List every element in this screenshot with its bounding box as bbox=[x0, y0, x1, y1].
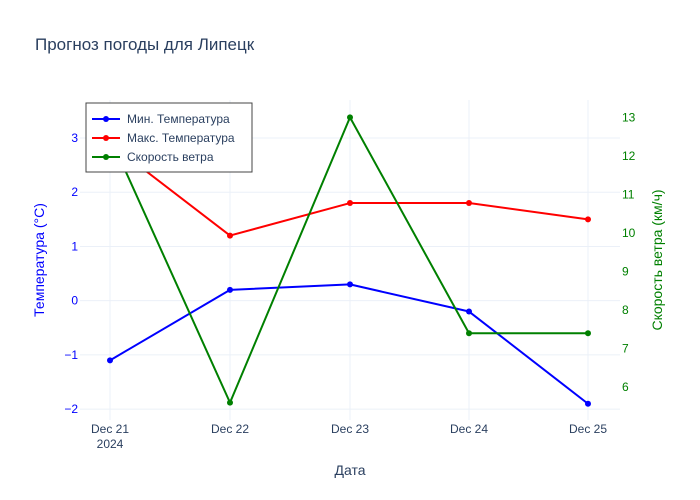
y2-axis-title: Скорость ветра (км/ч) bbox=[649, 189, 665, 330]
y2-tick-label: 8 bbox=[622, 303, 629, 317]
y-tick-label: −2 bbox=[64, 402, 78, 416]
x-tick-label: Dec 21 bbox=[91, 422, 129, 436]
y-tick-label: 3 bbox=[71, 131, 78, 145]
y2-tick-label: 12 bbox=[622, 149, 636, 163]
data-point-wind[interactable] bbox=[466, 330, 472, 337]
legend-label-max-temp: Макс. Температура bbox=[127, 131, 235, 145]
legend-item-wind[interactable]: Скорость ветра bbox=[92, 150, 214, 164]
y2-tick-label: 13 bbox=[622, 110, 636, 124]
legend: Мин. Температура Макс. Температура Скоро… bbox=[85, 102, 253, 173]
x-tick-label: Dec 23 bbox=[331, 422, 369, 436]
legend-item-max-temp[interactable]: Макс. Температура bbox=[92, 131, 235, 145]
legend-item-min-temp[interactable]: Мин. Температура bbox=[92, 112, 230, 126]
series-line-min-temp bbox=[109, 283, 589, 405]
x-tick-year-label: 2024 bbox=[97, 437, 124, 451]
data-point-min-temp[interactable] bbox=[466, 308, 472, 315]
data-point-max-temp[interactable] bbox=[227, 232, 233, 239]
data-point-wind[interactable] bbox=[347, 114, 353, 121]
data-point-max-temp[interactable] bbox=[347, 200, 353, 207]
data-point-min-temp[interactable] bbox=[347, 281, 353, 288]
legend-marker-max-temp bbox=[103, 135, 109, 141]
data-point-min-temp[interactable] bbox=[227, 286, 233, 293]
data-point-max-temp[interactable] bbox=[466, 200, 472, 207]
y2-tick-label: 9 bbox=[622, 265, 629, 279]
y-tick-label: 1 bbox=[71, 239, 78, 253]
y-tick-label: 0 bbox=[71, 294, 78, 308]
legend-marker-wind bbox=[103, 154, 109, 160]
y-tick-label: 2 bbox=[71, 185, 78, 199]
x-axis-title: Дата bbox=[334, 462, 365, 478]
data-point-max-temp[interactable] bbox=[585, 216, 591, 223]
chart-title: Прогноз погоды для Липецк bbox=[35, 35, 255, 54]
data-point-wind[interactable] bbox=[585, 330, 591, 337]
x-tick-label: Dec 25 bbox=[569, 422, 607, 436]
x-tick-label: Dec 24 bbox=[450, 422, 488, 436]
legend-label-wind: Скорость ветра bbox=[127, 150, 214, 164]
data-point-wind[interactable] bbox=[227, 399, 233, 406]
legend-label-min-temp: Мин. Температура bbox=[127, 112, 230, 126]
data-point-min-temp[interactable] bbox=[585, 400, 591, 407]
y-axis-title: Температура (°C) bbox=[31, 203, 47, 317]
y2-tick-label: 11 bbox=[622, 187, 635, 201]
x-tick-label: Dec 22 bbox=[211, 422, 249, 436]
y2-tick-label: 7 bbox=[622, 342, 629, 356]
legend-marker-min-temp bbox=[103, 116, 109, 122]
y2-tick-label: 10 bbox=[622, 226, 636, 240]
y2-tick-label: 6 bbox=[622, 380, 629, 394]
data-point-min-temp[interactable] bbox=[107, 357, 113, 364]
y-tick-label: −1 bbox=[64, 348, 78, 362]
